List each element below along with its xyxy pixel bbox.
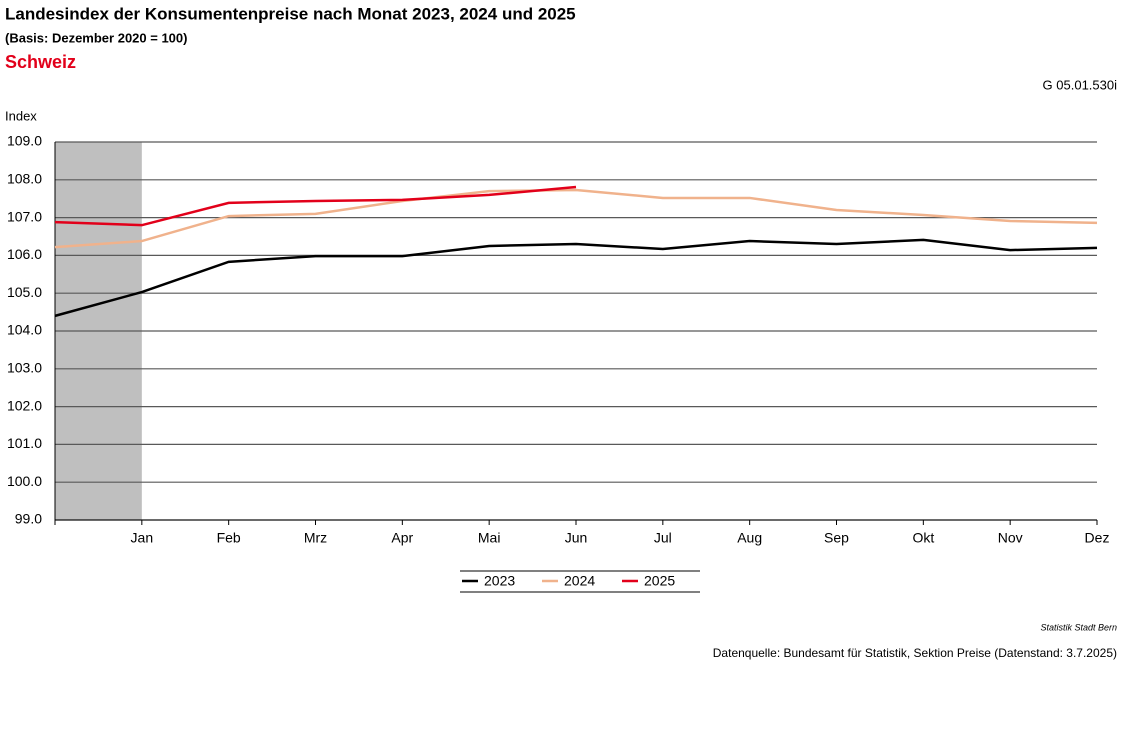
y-axis-label: Index [5, 108, 37, 123]
x-tick-label: Okt [912, 530, 934, 546]
y-tick-label: 99.0 [15, 511, 42, 527]
y-tick-label: 103.0 [7, 360, 42, 376]
x-tick-label: Jun [565, 530, 588, 546]
x-tick-label: Mrz [304, 530, 327, 546]
y-tick-label: 100.0 [7, 473, 42, 489]
x-tick-label: Feb [217, 530, 241, 546]
x-tick-label: Dez [1085, 530, 1110, 546]
y-tick-label: 102.0 [7, 397, 42, 413]
y-tick-label: 108.0 [7, 171, 42, 187]
chart-code: G 05.01.530i [1043, 77, 1118, 92]
y-tick-label: 104.0 [7, 322, 42, 338]
y-tick-label: 105.0 [7, 284, 42, 300]
x-tick-label: Nov [998, 530, 1023, 546]
x-tick-label: Aug [737, 530, 762, 546]
x-tick-label: Jul [654, 530, 672, 546]
series-line [54, 188, 1098, 249]
y-tick-label: 106.0 [7, 246, 42, 262]
x-tick-label: Mai [478, 530, 501, 546]
legend-label: 2025 [644, 573, 675, 589]
credit: Statistik Stadt Bern [1040, 622, 1117, 632]
y-tick-label: 109.0 [7, 133, 42, 149]
region-label: Schweiz [5, 52, 76, 72]
y-tick-label: 101.0 [7, 435, 42, 451]
chart-subtitle: (Basis: Dezember 2020 = 100) [5, 30, 187, 45]
chart-title: Landesindex der Konsumentenpreise nach M… [5, 4, 576, 23]
y-tick-label: 107.0 [7, 208, 42, 224]
x-tick-label: Apr [391, 530, 413, 546]
x-tick-label: Jan [131, 530, 154, 546]
legend-label: 2024 [564, 573, 595, 589]
legend-label: 2023 [484, 573, 515, 589]
source: Datenquelle: Bundesamt für Statistik, Se… [713, 646, 1117, 660]
series-line [54, 185, 577, 227]
x-tick-label: Sep [824, 530, 849, 546]
series-line [54, 238, 1098, 318]
